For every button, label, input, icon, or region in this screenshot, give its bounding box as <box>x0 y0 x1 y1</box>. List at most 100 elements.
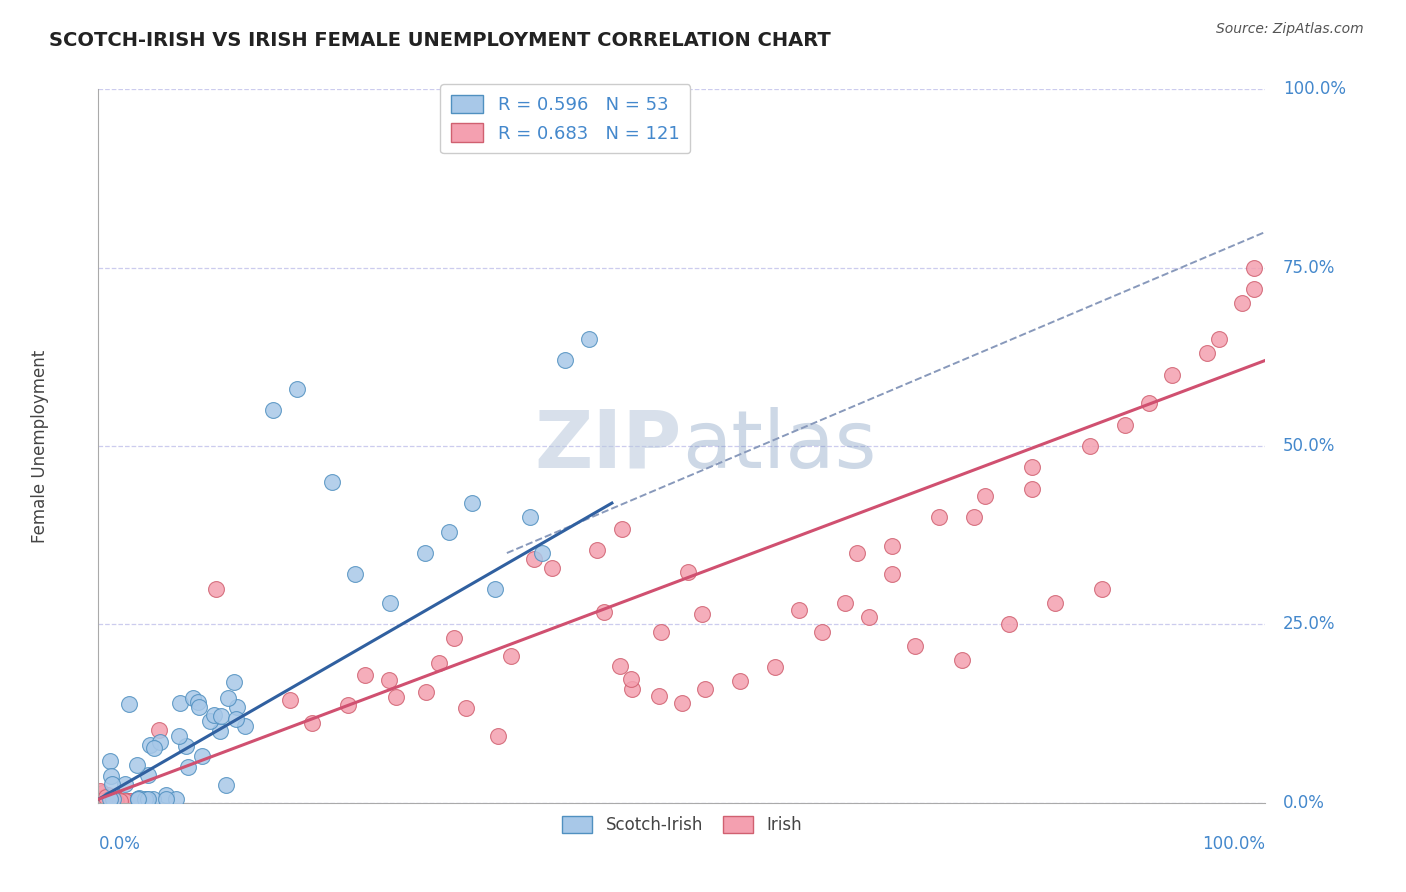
Point <box>523 552 546 566</box>
Point <box>155 788 177 802</box>
Point <box>91 794 114 808</box>
Text: 25.0%: 25.0% <box>1282 615 1336 633</box>
Point <box>139 738 162 752</box>
Point <box>155 792 177 806</box>
Point <box>215 778 238 792</box>
Point <box>90 787 112 801</box>
Point <box>202 708 225 723</box>
Point <box>578 332 600 346</box>
Point <box>224 675 246 690</box>
Point <box>125 758 148 772</box>
Point <box>93 794 115 808</box>
Point <box>91 794 114 808</box>
Point <box>209 708 232 723</box>
Point <box>142 792 165 806</box>
Text: 50.0%: 50.0% <box>1282 437 1336 455</box>
Point <box>100 794 122 808</box>
Point <box>91 794 114 808</box>
Point <box>138 792 160 806</box>
Point <box>586 543 609 558</box>
Point <box>811 624 834 639</box>
Point <box>225 712 247 726</box>
Point <box>142 741 165 756</box>
Point <box>187 700 209 714</box>
Point <box>484 582 506 596</box>
Text: 100.0%: 100.0% <box>1282 80 1346 98</box>
Point <box>101 794 124 808</box>
Point <box>880 567 903 582</box>
Point <box>94 790 117 805</box>
Point <box>100 754 122 768</box>
Point <box>950 653 973 667</box>
Point <box>167 729 190 743</box>
Point <box>97 792 120 806</box>
Point <box>96 789 118 804</box>
Legend: Scotch-Irish, Irish: Scotch-Irish, Irish <box>555 809 808 841</box>
Point <box>217 690 239 705</box>
Point <box>97 794 120 808</box>
Point <box>321 475 343 489</box>
Point <box>541 561 564 575</box>
Point <box>93 794 115 808</box>
Point <box>262 403 284 417</box>
Text: Female Unemployment: Female Unemployment <box>31 350 49 542</box>
Point <box>100 769 122 783</box>
Point <box>105 792 128 806</box>
Point <box>671 696 693 710</box>
Point <box>93 794 115 808</box>
Point <box>530 546 553 560</box>
Text: 0.0%: 0.0% <box>1282 794 1324 812</box>
Point <box>385 690 408 704</box>
Point <box>90 794 112 808</box>
Point <box>174 739 197 753</box>
Point <box>165 792 187 806</box>
Point <box>209 723 232 738</box>
Point <box>846 546 869 560</box>
Point <box>89 794 111 808</box>
Point <box>93 794 115 808</box>
Text: ZIP: ZIP <box>534 407 682 485</box>
Point <box>136 792 159 806</box>
Point <box>592 605 614 619</box>
Point <box>114 777 136 791</box>
Point <box>205 582 228 597</box>
Point <box>117 794 139 808</box>
Point <box>285 382 308 396</box>
Point <box>89 794 111 808</box>
Point <box>1243 260 1265 275</box>
Point <box>94 794 117 808</box>
Point <box>87 794 110 808</box>
Point <box>1161 368 1184 382</box>
Point <box>96 793 118 807</box>
Point <box>103 793 125 807</box>
Point <box>1230 296 1253 310</box>
Point <box>337 698 360 713</box>
Point <box>114 794 136 808</box>
Point <box>233 718 256 732</box>
Point <box>100 777 122 791</box>
Point <box>127 792 149 806</box>
Point <box>93 794 115 808</box>
Point <box>834 596 856 610</box>
Point <box>148 723 170 737</box>
Point <box>91 794 114 808</box>
Point <box>96 794 118 808</box>
Point <box>344 567 367 582</box>
Point <box>695 681 717 696</box>
Point <box>103 794 125 808</box>
Point <box>301 715 323 730</box>
Point <box>93 794 115 808</box>
Point <box>225 699 247 714</box>
Point <box>181 691 204 706</box>
Point <box>169 696 191 710</box>
Point <box>676 565 699 579</box>
Point <box>89 794 111 808</box>
Point <box>413 546 436 560</box>
Point <box>858 610 880 624</box>
Point <box>100 794 122 808</box>
Point <box>610 522 633 536</box>
Point <box>554 353 576 368</box>
Point <box>117 697 139 711</box>
Point <box>90 794 112 808</box>
Point <box>149 735 172 749</box>
